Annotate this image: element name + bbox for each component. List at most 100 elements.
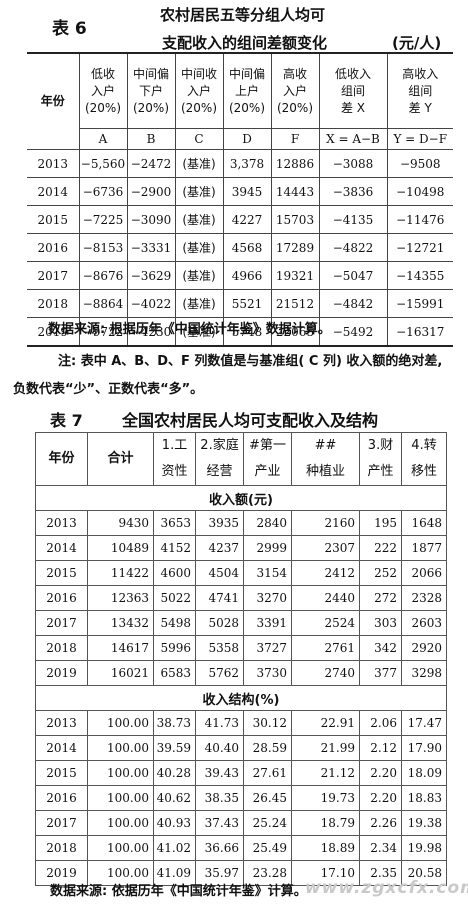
table-cell: 2328	[401, 585, 447, 611]
table-cell: 5762	[195, 660, 244, 686]
year-cell: 2015	[27, 205, 79, 234]
table-cell: 14443	[270, 177, 319, 206]
table-cell: 12886	[270, 149, 319, 178]
header-line: 入户	[282, 83, 307, 98]
table-cell: 2440	[291, 585, 360, 611]
year-cell: 2017	[35, 810, 88, 836]
table7-column-header: #第一 产业	[243, 432, 292, 486]
year-cell: 2014	[27, 177, 79, 206]
table-cell: 10489	[87, 535, 154, 561]
table-cell: 5521	[222, 289, 271, 318]
table-cell: 38.35	[195, 785, 244, 811]
header-line: 下户	[138, 83, 163, 98]
table-cell: −8676	[78, 261, 127, 290]
table-cell: 2.20	[359, 760, 402, 786]
table-cell: 2.06	[359, 710, 402, 736]
header-line: 组间	[340, 83, 365, 98]
table-cell: −15991	[386, 289, 453, 318]
header-line: 中间偏	[132, 66, 169, 81]
header-line: 低收入	[334, 66, 371, 81]
header-line: 高收	[282, 66, 307, 81]
table-cell: 2603	[401, 610, 447, 636]
table7-column-header: 合计	[87, 432, 154, 486]
table-cell: 25.49	[243, 835, 292, 861]
year-cell: 2018	[35, 635, 88, 661]
table-cell: 5022	[153, 585, 196, 611]
table6-source: 数据来源: 根据历年《中国统计年鉴》数据计算。	[48, 322, 331, 337]
table6-note-line2: 负数代表“少”、正数代表“多”。	[13, 382, 204, 397]
table6-label: 表 6	[52, 19, 87, 39]
table-cell: 100.00	[87, 860, 154, 886]
table-cell: 36.66	[195, 835, 244, 861]
header-line: 差 Y	[408, 100, 432, 115]
table-cell: 21.12	[291, 760, 360, 786]
table-cell: 100.00	[87, 735, 154, 761]
section-title: 收入额(元)	[35, 485, 447, 511]
table-cell: 40.62	[153, 785, 196, 811]
header-line: #第一	[249, 438, 286, 453]
table-cell: 3154	[243, 560, 292, 586]
table-cell: 25.24	[243, 810, 292, 836]
table6: 年份 低收 入户 (20%) 中间偏 下户 (20%) 中间收 入户 (20%) 中间偏 上户 (20%…	[27, 52, 453, 347]
table-cell: −4135	[318, 205, 387, 234]
table-cell: −8153	[78, 233, 127, 262]
table-cell: 377	[359, 660, 402, 686]
table-cell: −9722	[78, 317, 127, 346]
table-cell: −3836	[318, 177, 387, 206]
header-line: (20%)	[276, 100, 314, 115]
table-cell: 17.47	[401, 710, 447, 736]
table-cell: −6736	[78, 177, 127, 206]
table-cell: 5028	[195, 610, 244, 636]
table6-column-header: 高收入 组间差 Y	[386, 53, 453, 129]
table-cell: 2.12	[359, 735, 402, 761]
year-cell: 2019	[27, 317, 79, 346]
table-row: 2014 −6736 −2900 (基准) 3945 14443 −3836 −10498	[27, 177, 453, 206]
table-cell: 195	[359, 510, 402, 536]
table7-section-row: 收入额(元)	[35, 485, 447, 511]
header-line: 1.工	[161, 438, 188, 453]
table-cell: −2900	[126, 177, 175, 206]
table-cell: 18.79	[291, 810, 360, 836]
table-cell: 19.98	[401, 835, 447, 861]
table-cell: 342	[359, 635, 402, 661]
table-cell: 3270	[243, 585, 292, 611]
table6-column-header: 中间收 入户 (20%)	[174, 53, 223, 129]
table-cell: 1877	[401, 535, 447, 561]
year-cell: 2019	[35, 660, 88, 686]
table-cell: (基准)	[174, 233, 223, 262]
table-row: 2017 13432 5498 5028 3391 2524 303 2603	[35, 610, 447, 636]
table-row: 2017 −8676 −3629 (基准) 4966 19321 −5047 −14355	[27, 261, 453, 290]
table-cell: 4568	[222, 233, 271, 262]
year-cell: 2013	[35, 710, 88, 736]
header-line: 种植业	[305, 464, 345, 479]
header-line: 资性	[161, 464, 188, 479]
table-cell: 2.20	[359, 785, 402, 811]
table-cell: 9430	[87, 510, 154, 536]
table-cell: (基准)	[174, 149, 223, 178]
table-row: 2019 16021 6583 5762 3730 2740 377 3298	[35, 660, 447, 686]
table-cell: 21.99	[291, 735, 360, 761]
table-row: 2016 −8153 −3331 (基准) 4568 17289 −4822 −12721	[27, 233, 453, 262]
year-cell: 2015	[35, 560, 88, 586]
table-cell: 37.43	[195, 810, 244, 836]
table-cell: −4022	[126, 289, 175, 318]
table-row: 2019 −9722 −4230 (基准) 5748 22065 −5492 −16317	[27, 317, 453, 346]
section-title: 收入结构(%)	[35, 685, 447, 711]
table-row: 2018 14617 5996 5358 3727 2761 342 2920	[35, 635, 447, 661]
header-line: 经营	[206, 464, 233, 479]
table6-column-header: 中间偏 下户 (20%)	[126, 53, 175, 129]
header-line: 差 X	[340, 100, 366, 115]
table-cell: 272	[359, 585, 402, 611]
table-cell: 22065	[270, 317, 319, 346]
table7-column-header: 年份	[35, 432, 88, 486]
table-row: 2017 100.00 40.93 37.43 25.24 18.79 2.26 19.38	[35, 810, 447, 836]
table-cell: −10498	[386, 177, 453, 206]
table7-column-header: 1.工资性	[153, 432, 196, 486]
table-cell: 100.00	[87, 785, 154, 811]
header-line: (20%)	[228, 100, 266, 115]
table-cell: 5358	[195, 635, 244, 661]
table-row: 2016 12363 5022 4741 3270 2440 272 2328	[35, 585, 447, 611]
table-cell: 3727	[243, 635, 292, 661]
